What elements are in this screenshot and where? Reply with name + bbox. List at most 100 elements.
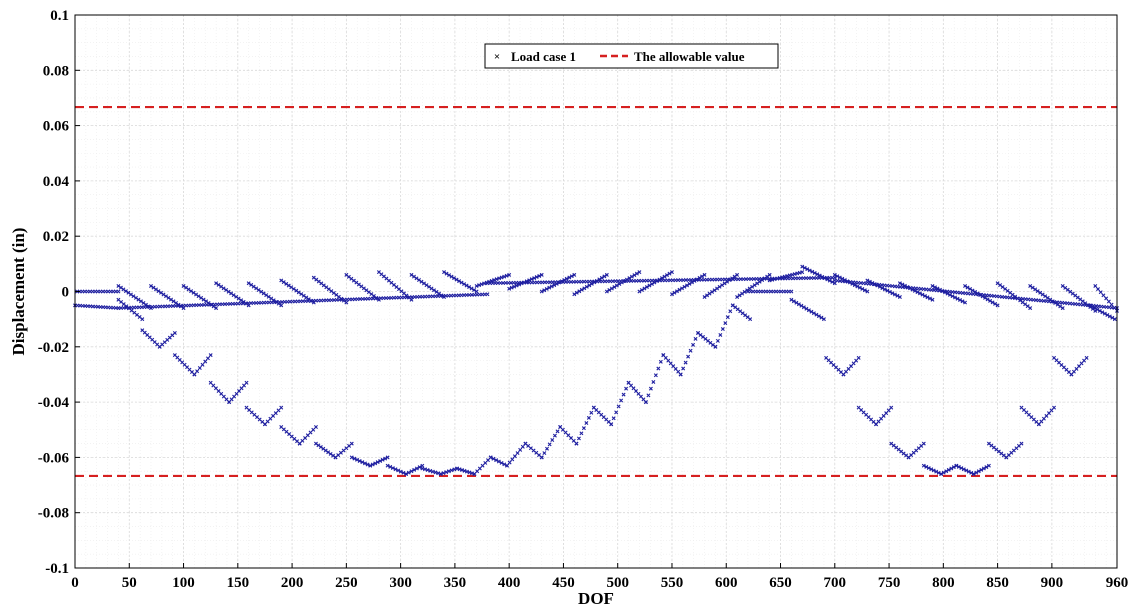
data-point-x-marker — [954, 463, 959, 468]
data-point-x-marker — [491, 456, 496, 461]
data-point-x-marker — [897, 295, 902, 300]
data-point-x-marker — [705, 293, 710, 298]
data-point-x-marker — [454, 277, 459, 282]
data-point-x-marker — [915, 290, 920, 295]
data-point-x-marker — [921, 441, 926, 446]
data-point-x-marker — [811, 311, 816, 316]
data-point-x-marker — [985, 297, 990, 302]
data-point-x-marker — [224, 288, 229, 292]
data-point-x-marker — [791, 299, 796, 304]
data-point-x-marker — [291, 286, 296, 291]
data-point-x-marker — [444, 271, 449, 276]
data-point-x-marker — [602, 274, 607, 279]
data-point-x-marker — [669, 270, 674, 275]
data-point-x-marker — [1110, 315, 1115, 320]
data-point-x-marker — [515, 451, 520, 456]
data-point-x-marker — [920, 292, 925, 297]
data-point-x-marker — [800, 264, 805, 269]
data-point-x-marker — [268, 416, 273, 421]
data-point-x-marker — [576, 436, 581, 441]
y-tick-label: 0.08 — [43, 63, 69, 79]
data-point-x-marker — [462, 468, 467, 473]
data-point-x-marker — [837, 275, 842, 280]
data-point-x-marker — [375, 460, 380, 465]
data-point-x-marker — [286, 283, 291, 288]
data-point-x-marker — [642, 286, 647, 291]
data-point-x-marker — [488, 455, 493, 460]
data-point-x-marker — [467, 285, 472, 290]
data-point-x-marker — [449, 468, 454, 473]
x-tick-label: 700 — [824, 575, 847, 591]
data-point-x-marker — [742, 289, 747, 294]
data-point-x-marker — [1060, 306, 1065, 311]
data-point-x-marker — [1101, 293, 1106, 298]
data-point-x-marker — [558, 424, 563, 429]
data-point-x-marker — [308, 430, 313, 435]
data-point-x-marker — [934, 469, 939, 474]
data-point-x-marker — [279, 303, 284, 308]
data-point-x-marker — [251, 284, 256, 289]
data-point-x-marker — [143, 302, 148, 307]
data-point-x-marker — [136, 297, 141, 302]
x-axis-label: DOF — [578, 589, 614, 608]
data-point-x-marker — [821, 317, 826, 322]
x-tick-label: 400 — [498, 575, 521, 591]
data-point-x-marker — [512, 454, 517, 459]
data-point-x-marker — [814, 312, 819, 317]
data-point-x-marker — [214, 306, 219, 311]
data-point-x-marker — [396, 468, 401, 473]
data-point-x-marker — [816, 314, 821, 319]
data-point-x-marker — [494, 277, 499, 282]
data-point-x-marker — [460, 468, 465, 473]
data-point-x-marker — [414, 276, 419, 281]
data-point-x-marker — [1084, 355, 1089, 360]
data-point-x-marker — [737, 293, 742, 298]
data-point-x-marker — [1028, 283, 1033, 288]
data-point-x-marker — [417, 278, 421, 283]
data-point-x-marker — [582, 286, 587, 291]
data-point-x-marker — [586, 415, 591, 420]
data-point-x-marker — [480, 463, 485, 468]
data-point-x-marker — [194, 292, 199, 297]
data-point-x-marker — [675, 289, 679, 294]
data-point-x-marker — [452, 276, 457, 281]
data-point-x-marker — [385, 455, 390, 460]
data-point-x-marker — [289, 285, 294, 290]
data-point-x-marker — [969, 470, 974, 475]
data-point-x-marker — [388, 464, 393, 469]
data-point-x-marker — [799, 303, 804, 308]
data-point-x-marker — [748, 317, 753, 322]
data-point-x-marker — [429, 286, 434, 291]
data-point-x-marker — [140, 317, 145, 322]
data-point-x-marker — [304, 295, 309, 300]
legend-marker-x-icon: × — [494, 51, 500, 63]
data-point-x-marker — [552, 283, 557, 288]
data-point-x-marker — [984, 465, 989, 470]
data-point-x-marker — [550, 438, 555, 443]
data-point-x-marker — [401, 470, 406, 475]
data-point-x-marker — [569, 436, 574, 441]
data-point-x-marker — [509, 285, 514, 290]
y-tick-label: 0.06 — [43, 119, 70, 135]
legend: × Load case 1 The allowable value — [484, 43, 779, 69]
data-point-x-marker — [860, 286, 865, 291]
data-point-x-marker — [865, 289, 870, 294]
data-point-x-marker — [239, 298, 244, 303]
data-point-x-marker — [572, 292, 577, 297]
data-point-x-marker — [852, 283, 857, 288]
data-point-x-marker — [929, 467, 934, 472]
data-point-x-marker — [264, 293, 269, 298]
data-point-x-marker — [549, 284, 554, 289]
legend-label-load-case: Load case 1 — [511, 49, 576, 64]
data-point-x-marker — [234, 294, 239, 299]
data-point-x-marker — [1052, 405, 1057, 410]
data-point-x-marker — [882, 287, 887, 292]
data-point-x-marker — [1096, 287, 1100, 292]
data-point-x-marker — [116, 283, 121, 288]
data-point-x-marker — [634, 271, 639, 276]
data-point-x-marker — [956, 464, 961, 469]
data-point-x-marker — [542, 288, 547, 293]
data-point-x-marker — [612, 285, 617, 290]
data-point-x-marker — [887, 289, 892, 294]
data-point-x-marker — [955, 296, 960, 301]
